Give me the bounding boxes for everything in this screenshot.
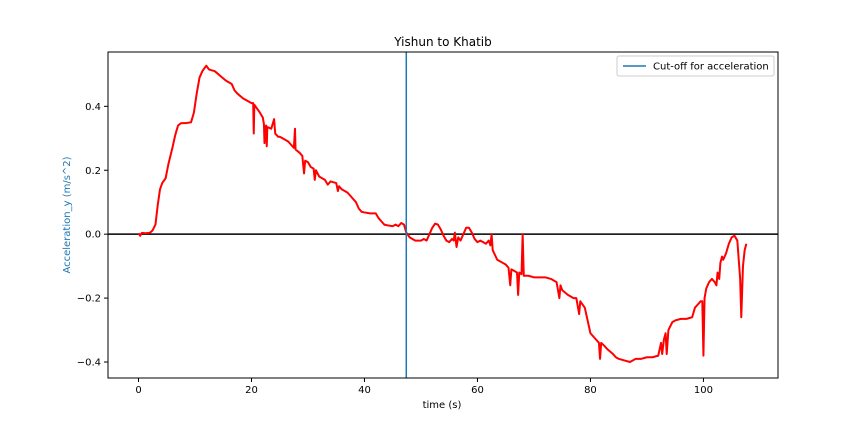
- chart-title: Yishun to Khatib: [393, 35, 491, 49]
- x-tick-label: 0: [135, 385, 141, 396]
- x-axis-label: time (s): [423, 400, 462, 411]
- plot-frame: [107, 51, 779, 379]
- x-tick-label: 20: [245, 385, 258, 396]
- x-tick-label: 60: [471, 385, 484, 396]
- y-tick-label: 0.4: [85, 102, 101, 113]
- x-tick-label: 80: [584, 385, 597, 396]
- y-tick-label: 0.0: [85, 230, 101, 241]
- legend: Cut-off for acceleration: [616, 55, 775, 77]
- y-tick-label: −0.2: [77, 294, 101, 305]
- y-tick-label: −0.4: [77, 358, 101, 369]
- x-tick-label: 100: [694, 385, 713, 396]
- x-tick-label: 40: [358, 385, 371, 396]
- legend-box: [616, 55, 775, 77]
- plot-area: 0 20 40 60 80 100 −0.4 −0.2 0.0 0.2 0.4: [77, 51, 779, 396]
- y-tick-label: 0.2: [85, 166, 101, 177]
- y-axis-label: Acceleration_y (m/s^2): [62, 156, 73, 273]
- series-line-0: [137, 64, 748, 364]
- legend-label: Cut-off for acceleration: [653, 62, 769, 73]
